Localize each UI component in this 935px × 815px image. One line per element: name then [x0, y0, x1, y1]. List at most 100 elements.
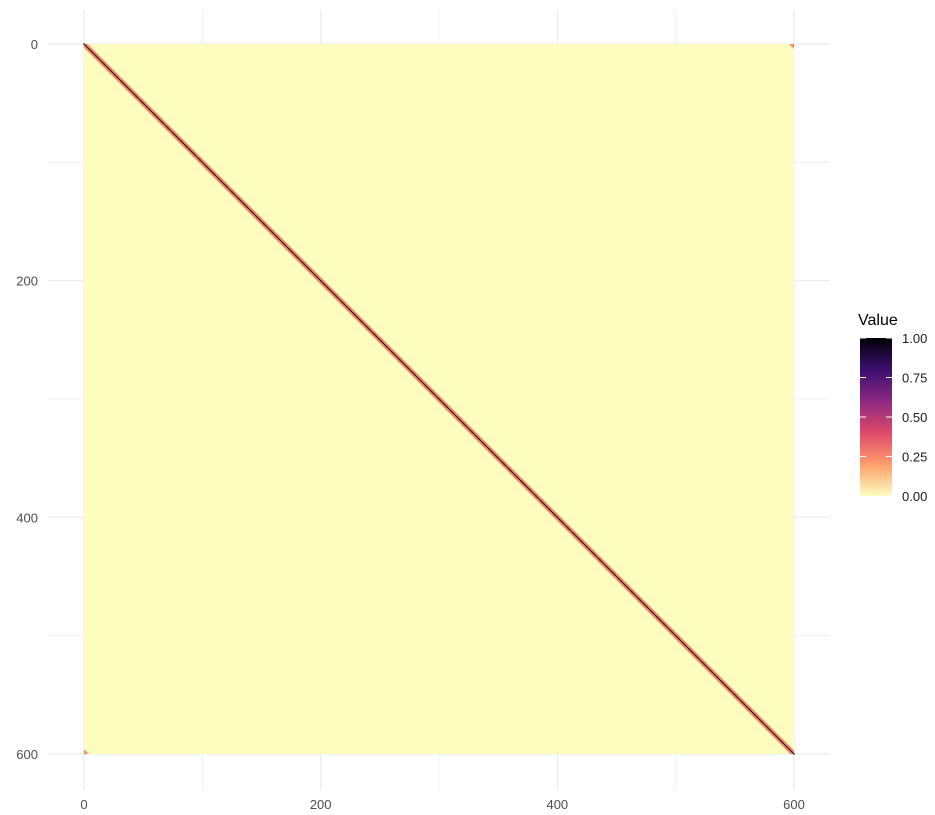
heatmap-cell-diagonal [561, 521, 563, 523]
heatmap-cell-diagonal [476, 436, 478, 438]
heatmap-cell-diagonal [154, 114, 156, 116]
heatmap-cell-diagonal [193, 153, 195, 155]
heatmap-cell-diagonal [774, 734, 776, 736]
heatmap-cell-diagonal [448, 408, 451, 411]
heatmap-cell-diagonal [609, 569, 612, 572]
x-tick-label: 400 [546, 797, 568, 812]
heatmap-cell-diagonal [245, 205, 247, 207]
heatmap-cell-diagonal [650, 610, 652, 612]
heatmap-corner-cell [84, 749, 89, 754]
heatmap-cell-diagonal [112, 72, 115, 75]
heatmap-cell-diagonal [722, 682, 724, 684]
heatmap-cell-diagonal [483, 443, 485, 445]
heatmap-cell-diagonal [538, 498, 541, 501]
heatmap-cell-diagonal [148, 108, 150, 110]
heatmap-cell-diagonal [207, 167, 209, 169]
heatmap-cell-diagonal [635, 595, 638, 598]
heatmap-cell-diagonal [137, 97, 140, 100]
heatmap-cell-diagonal [408, 368, 411, 371]
heatmap-cell-diagonal [749, 709, 751, 711]
heatmap-cell-diagonal [329, 289, 331, 291]
heatmap-cell-diagonal [243, 203, 245, 205]
heatmap-cell-diagonal [432, 392, 434, 394]
heatmap-cell-diagonal [495, 455, 497, 457]
heatmap-cell-diagonal [469, 429, 471, 431]
heatmap-cell-diagonal [407, 367, 409, 369]
heatmap-cell-diagonal [438, 398, 440, 400]
heatmap-cell-diagonal [567, 527, 569, 529]
heatmap-cell-diagonal [296, 256, 298, 258]
heatmap-cell-diagonal [738, 698, 741, 701]
heatmap-cell-diagonal [728, 688, 730, 690]
heatmap-cell-diagonal [335, 295, 337, 297]
heatmap-cell-diagonal [718, 678, 721, 681]
heatmap-cell-diagonal [424, 384, 426, 386]
heatmap-cell-diagonal [353, 313, 355, 315]
heatmap-cell-diagonal [336, 296, 338, 298]
heatmap-cell-diagonal [374, 334, 376, 336]
heatmap-cell-diagonal [202, 162, 205, 165]
heatmap-cell-diagonal [117, 77, 119, 79]
heatmap-cell-diagonal [708, 668, 710, 670]
heatmap-cell-diagonal [118, 78, 121, 81]
heatmap-cell-diagonal [301, 261, 303, 263]
heatmap-cell-diagonal [723, 683, 725, 685]
heatmap-cell-diagonal [712, 672, 715, 675]
heatmap-cell-diagonal [762, 722, 764, 724]
heatmap-cell-diagonal [146, 106, 148, 108]
heatmap-cell-diagonal [279, 239, 282, 242]
heatmap-cell-diagonal [688, 648, 690, 650]
heatmap-cell-diagonal [272, 232, 274, 234]
heatmap-cell-diagonal [756, 716, 758, 718]
heatmap-cell-diagonal [740, 700, 742, 702]
heatmap-cell-diagonal [156, 116, 159, 119]
heatmap-cell-diagonal [214, 174, 217, 177]
heatmap-cell-diagonal [755, 715, 757, 717]
heatmap-cell-diagonal [566, 526, 568, 528]
heatmap-cell-diagonal [679, 639, 682, 642]
heatmap-cell-diagonal [293, 253, 296, 256]
heatmap-cell-diagonal [764, 724, 767, 727]
heatmap-cell-diagonal [90, 50, 92, 52]
heatmap-cell-diagonal [262, 222, 264, 224]
heatmap-cell-diagonal [490, 450, 492, 452]
heatmap-cell-diagonal [714, 674, 716, 676]
heatmap-cell-diagonal [550, 510, 553, 513]
heatmap-cell-diagonal [577, 537, 580, 540]
heatmap-cell-diagonal [341, 301, 343, 303]
heatmap-cell-diagonal [409, 369, 412, 372]
heatmap-cell-diagonal [527, 487, 529, 489]
heatmap-cell-diagonal [485, 445, 487, 447]
heatmap-cell-diagonal [221, 181, 224, 184]
heatmap-cell-diagonal [698, 658, 700, 660]
heatmap-cell-diagonal [509, 469, 511, 471]
heatmap-cell-diagonal [237, 197, 239, 199]
x-tick-label: 200 [310, 797, 332, 812]
heatmap-cell-diagonal [417, 377, 419, 379]
heatmap-cell-diagonal [619, 579, 621, 581]
heatmap-cell-diagonal [459, 419, 461, 421]
heatmap-cell-diagonal [522, 482, 524, 484]
x-axis-ticks: 0 200 400 600 [80, 797, 804, 812]
heatmap-cell-diagonal [324, 284, 327, 287]
heatmap-cell-diagonal [464, 424, 466, 426]
heatmap-cell-diagonal [783, 743, 786, 746]
heatmap-cell-diagonal [259, 219, 261, 221]
heatmap-cell-diagonal [426, 386, 428, 388]
heatmap-cell-diagonal [130, 90, 132, 92]
heatmap-cell-diagonal [626, 586, 628, 588]
heatmap-cell-diagonal [271, 231, 273, 233]
heatmap-cell-diagonal [731, 691, 734, 694]
heatmap-cell-diagonal [194, 154, 196, 156]
heatmap-cell-diagonal [581, 541, 583, 543]
heatmap-cell-diagonal [372, 332, 374, 334]
heatmap-cell-diagonal [757, 717, 760, 720]
heatmap-cell-diagonal [144, 104, 147, 107]
heatmap-cell-diagonal [652, 612, 654, 614]
heatmap-cell-diagonal [166, 126, 168, 128]
heatmap-cell-diagonal [133, 93, 135, 95]
heatmap-cell-diagonal [496, 456, 498, 458]
heatmap-cell-diagonal [283, 243, 285, 245]
heatmap-cell-diagonal [683, 643, 685, 645]
heatmap-cell-diagonal [395, 355, 398, 358]
